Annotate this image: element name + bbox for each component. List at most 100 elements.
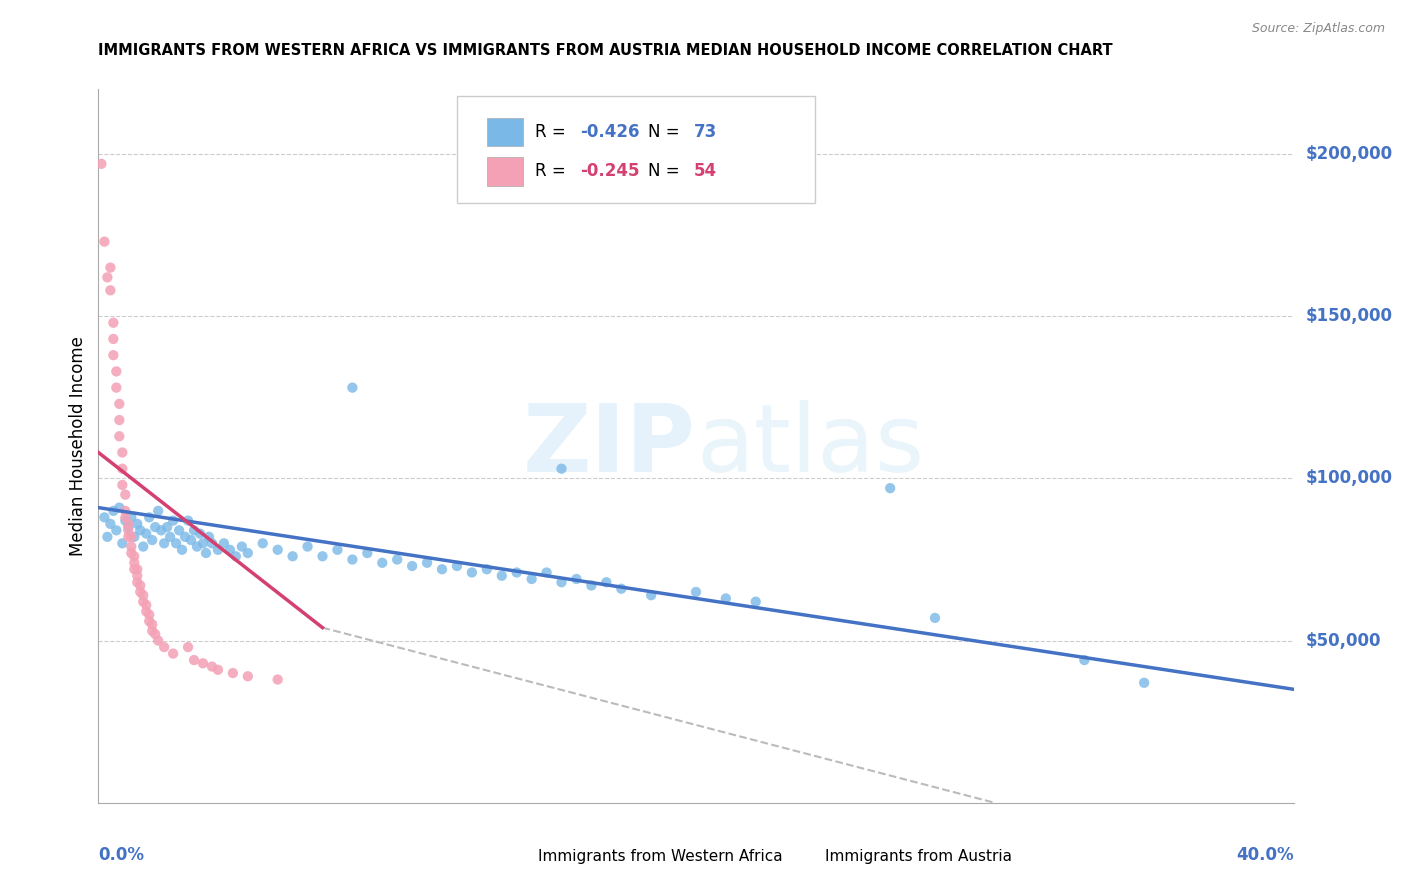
Point (188, 526, 211, 541)
Point (141, 624, 163, 638)
Point (491, 568, 513, 582)
Text: Immigrants from Austria: Immigrants from Austria (825, 849, 1012, 863)
Point (114, 504, 136, 518)
Point (105, 364, 128, 378)
Point (236, 546, 259, 560)
Text: $100,000: $100,000 (1305, 469, 1392, 487)
Point (105, 524, 128, 538)
Point (475, 562, 498, 576)
Point (129, 578, 152, 592)
Point (640, 588, 662, 602)
Point (446, 559, 468, 574)
Point (159, 530, 181, 544)
Bar (486, 118, 523, 146)
Point (236, 669, 259, 683)
Point (141, 617, 163, 632)
Point (103, 348, 125, 362)
Point (124, 562, 146, 576)
Point (98, 260, 122, 275)
Text: R =: R = (534, 123, 571, 141)
Point (1133, 675, 1156, 690)
Point (111, 478, 134, 492)
Point (281, 549, 304, 564)
Point (924, 611, 946, 625)
Point (93, 235, 115, 249)
Point (342, 381, 364, 395)
Point (385, 552, 409, 566)
Point (1073, 653, 1095, 667)
Point (129, 585, 152, 599)
Point (183, 524, 205, 538)
Bar (786, 846, 815, 867)
Point (595, 575, 617, 590)
Point (297, 540, 319, 554)
Text: 73: 73 (693, 123, 717, 141)
Point (114, 514, 136, 528)
Text: $200,000: $200,000 (1305, 145, 1392, 163)
Point (520, 572, 543, 586)
Point (135, 526, 157, 541)
Point (401, 559, 423, 574)
Point (177, 640, 200, 654)
Point (108, 397, 131, 411)
Point (267, 673, 290, 687)
Point (165, 536, 187, 550)
Point (98, 283, 122, 297)
Point (148, 633, 170, 648)
Point (231, 540, 253, 554)
Point (117, 516, 139, 531)
Text: Source: ZipAtlas.com: Source: ZipAtlas.com (1251, 22, 1385, 36)
Point (98, 516, 122, 531)
Point (124, 530, 146, 544)
Bar (499, 846, 529, 867)
Point (207, 542, 229, 557)
Point (550, 575, 572, 590)
Point (207, 663, 229, 677)
Point (186, 540, 208, 554)
Text: 40.0%: 40.0% (1236, 846, 1294, 863)
Text: 0.0%: 0.0% (98, 846, 145, 863)
Point (150, 524, 173, 538)
Point (745, 595, 768, 609)
Point (162, 647, 184, 661)
Point (550, 461, 572, 475)
Text: -0.245: -0.245 (581, 162, 640, 180)
Point (143, 520, 166, 534)
Point (194, 546, 218, 560)
Point (111, 445, 134, 459)
Point (180, 533, 202, 547)
Point (174, 530, 197, 544)
Point (120, 540, 142, 554)
Text: R =: R = (534, 162, 571, 180)
Point (108, 500, 131, 515)
Point (356, 546, 378, 560)
Point (117, 520, 139, 534)
Point (198, 530, 221, 544)
Point (153, 640, 176, 654)
Point (138, 510, 160, 524)
Point (138, 614, 160, 628)
Point (127, 516, 149, 531)
Point (191, 536, 214, 550)
Point (177, 514, 200, 528)
Point (225, 549, 247, 564)
Point (127, 575, 149, 590)
Point (96, 270, 118, 285)
Text: atlas: atlas (696, 400, 924, 492)
Text: -0.426: -0.426 (581, 123, 640, 141)
Point (143, 627, 166, 641)
Point (371, 556, 394, 570)
Point (141, 533, 163, 547)
Point (108, 413, 131, 427)
Point (326, 542, 349, 557)
Point (103, 332, 125, 346)
Point (565, 572, 588, 586)
Bar (486, 157, 523, 186)
Point (342, 552, 364, 566)
FancyBboxPatch shape (457, 96, 815, 203)
Point (536, 566, 558, 580)
Point (222, 666, 245, 681)
Text: N =: N = (648, 123, 685, 141)
Point (138, 607, 160, 622)
Point (120, 510, 142, 524)
